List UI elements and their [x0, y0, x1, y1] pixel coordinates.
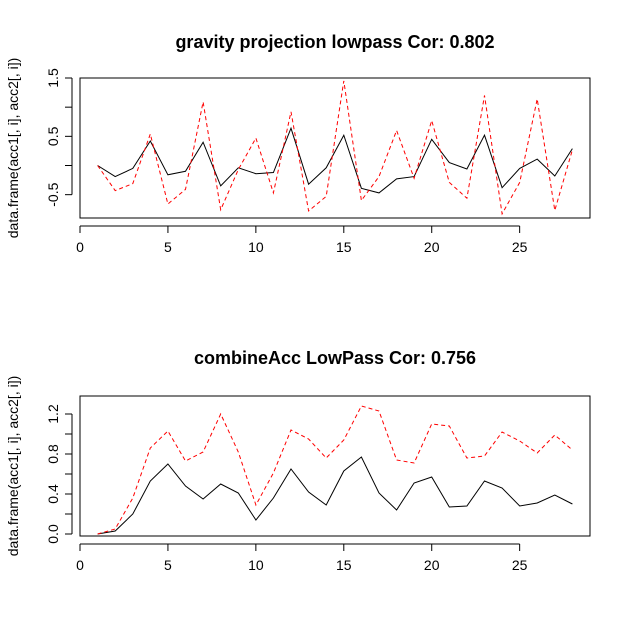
x-tick-label: 15: [336, 557, 352, 573]
series-line-1: [97, 456, 573, 535]
panel-1: gravity projection lowpass Cor: 0.802 0 5 1…: [5, 32, 591, 255]
x-tick-label: 25: [512, 239, 528, 255]
series-line-1: [97, 126, 573, 194]
x-tick-label: 0: [76, 557, 84, 573]
x-tick-label: 25: [512, 557, 528, 573]
y-tick-label: 0.8: [45, 444, 61, 464]
y-tick-label: -0.5: [45, 182, 61, 206]
x-tick-label: 10: [248, 239, 264, 255]
panel-2: combineAcc LowPass Cor: 0.756 0 5 10 15 20 25 0…: [5, 348, 591, 573]
x-tick-label: 20: [424, 239, 440, 255]
y-tick-label: 0.5: [45, 126, 61, 146]
x-tick-label: 15: [336, 239, 352, 255]
y-tick-label: 1.2: [45, 404, 61, 424]
plot-frame: [79, 77, 591, 219]
x-tick-label: 0: [76, 239, 84, 255]
chart-title: combineAcc LowPass Cor: 0.756: [194, 348, 476, 368]
y-axis-label: data.frame(acc1[, i], acc2[, i]): [5, 376, 21, 557]
series-line-2: [97, 405, 573, 535]
x-tick-label: 5: [164, 239, 172, 255]
x-tick-label: 5: [164, 557, 172, 573]
y-axis-label: data.frame(acc1[, i], acc2[, i]): [5, 58, 21, 239]
chart-title: gravity projection lowpass Cor: 0.802: [175, 32, 494, 52]
x-tick-label: 10: [248, 557, 264, 573]
y-tick-label: 0.0: [45, 524, 61, 544]
plot-frame: [79, 395, 591, 537]
y-tick-label: 0.4: [45, 484, 61, 504]
series-line-2: [97, 80, 573, 216]
x-tick-label: 20: [424, 557, 440, 573]
y-tick-label: 1.5: [45, 68, 61, 88]
